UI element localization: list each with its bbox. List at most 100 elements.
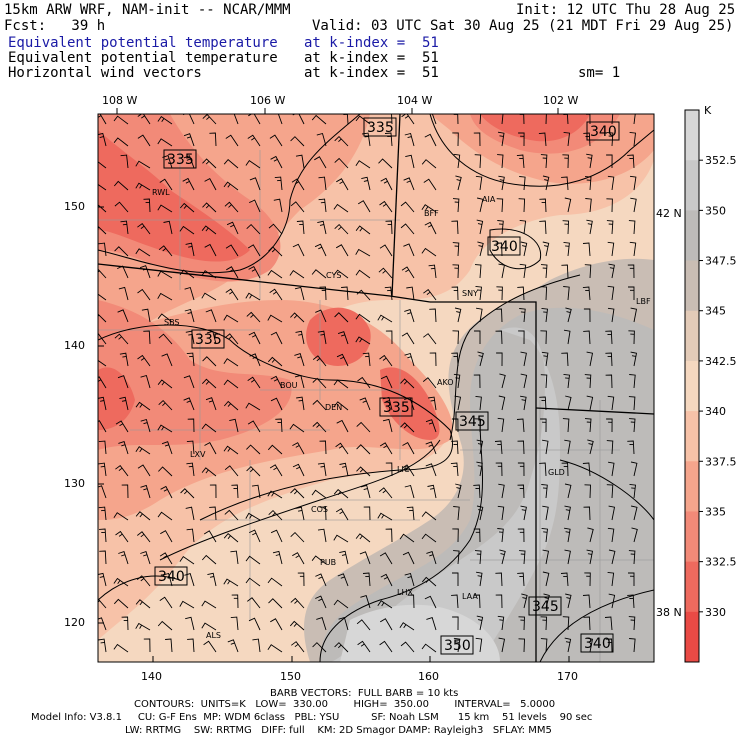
wind-barb — [230, 616, 239, 631]
lon-label-102w: 102 W — [543, 94, 579, 107]
wind-barb — [114, 201, 129, 213]
wind-barb — [98, 638, 107, 653]
colorbar-swatch — [685, 511, 699, 563]
wind-barb — [355, 248, 371, 257]
wind-barb — [631, 505, 638, 521]
wind-barb — [517, 484, 525, 499]
wind-barb — [586, 637, 594, 653]
wind-barb — [452, 132, 459, 147]
wind-barb — [312, 642, 327, 653]
model-title: 15km ARW WRF, NAM-init -- NCAR/MMM — [4, 2, 291, 18]
wind-barb — [157, 204, 173, 213]
wind-barb — [473, 374, 481, 389]
wind-barb — [517, 572, 525, 587]
wind-barb — [543, 593, 550, 609]
colorbar-swatch — [685, 561, 699, 613]
wind-barb — [517, 286, 525, 301]
wind-barb — [251, 484, 261, 499]
wind-barb — [315, 595, 327, 609]
wind-barb — [562, 220, 570, 235]
wind-barb — [451, 418, 459, 433]
wind-barb — [118, 551, 129, 565]
wind-barb — [248, 265, 261, 279]
lat-label-40n: 40 N — [656, 406, 682, 419]
wind-barb — [541, 484, 548, 499]
wind-barb — [498, 395, 506, 411]
wind-barb — [539, 462, 547, 477]
wind-barb — [205, 309, 217, 323]
wind-barbs — [98, 114, 638, 653]
colorbar-label: 347.5 — [705, 255, 737, 268]
station-lhx: LHX — [397, 588, 413, 597]
wind-barb — [540, 638, 548, 653]
wind-barb — [246, 223, 261, 235]
wind-barb — [453, 550, 460, 565]
wind-barb — [377, 314, 393, 323]
wind-barb — [606, 132, 614, 147]
wind-barb — [184, 573, 195, 587]
wind-barb — [333, 379, 349, 389]
wind-barb — [223, 400, 239, 411]
wind-barb — [290, 312, 305, 323]
station-gld: GLD — [548, 468, 565, 477]
wind-barb — [289, 269, 305, 279]
lat-label-38n: 38 N — [656, 606, 682, 619]
wind-barb — [333, 599, 349, 609]
wind-barb — [312, 421, 327, 433]
wind-barb — [608, 263, 615, 279]
y-tick-120: 120 — [64, 616, 85, 629]
wind-barb — [273, 198, 283, 213]
wind-barb — [429, 352, 437, 367]
wind-barb — [140, 551, 151, 565]
wind-barb — [289, 620, 305, 631]
wind-barb — [333, 488, 349, 499]
wind-barb — [224, 333, 239, 345]
colorbar-swatch — [685, 310, 699, 362]
wind-barb — [542, 549, 550, 565]
wind-barb — [333, 401, 349, 411]
wind-barb — [339, 462, 349, 477]
wind-barb — [428, 396, 437, 411]
wind-barb — [183, 397, 195, 411]
wind-barb — [630, 461, 638, 477]
wind-barb — [185, 242, 195, 257]
wind-barb — [355, 115, 371, 125]
wind-barb — [607, 285, 615, 301]
wind-barb — [160, 530, 173, 543]
wind-barb — [561, 462, 569, 477]
wind-barb — [137, 354, 151, 367]
wind-barb — [183, 155, 195, 169]
wind-barb — [540, 418, 547, 433]
wind-barb — [426, 617, 437, 631]
model-info-line1: Model Info: V3.8.1 CU: G-F Ens MP: WDM 6… — [31, 712, 593, 723]
wind-barb — [204, 441, 217, 455]
wind-barb — [454, 307, 462, 323]
wind-barb — [520, 241, 528, 257]
wind-barb — [379, 442, 393, 455]
wind-barb — [267, 644, 283, 653]
wind-barb — [520, 351, 527, 367]
wind-barb — [496, 286, 503, 301]
wind-barb — [540, 286, 548, 301]
wind-barb — [359, 397, 371, 411]
wind-barb — [564, 527, 571, 543]
wind-barb — [627, 154, 635, 169]
wind-barb — [583, 132, 591, 147]
wind-barb — [496, 198, 504, 213]
colorbar-swatch — [685, 110, 699, 161]
wind-barb — [290, 531, 305, 543]
wind-barb — [385, 220, 393, 235]
station-cys: CYS — [326, 271, 341, 280]
wind-barb — [312, 399, 327, 411]
wind-barb — [159, 596, 173, 609]
wind-barb — [159, 178, 173, 191]
wind-barb — [295, 154, 305, 169]
contour-label: 335 — [383, 400, 410, 416]
wind-barb — [542, 439, 549, 455]
y-tick-130: 130 — [64, 477, 85, 490]
wind-barb — [269, 464, 283, 477]
wind-barb — [473, 528, 481, 543]
wind-barb — [319, 286, 327, 301]
wind-barb — [583, 616, 591, 631]
wind-barb — [98, 420, 107, 433]
